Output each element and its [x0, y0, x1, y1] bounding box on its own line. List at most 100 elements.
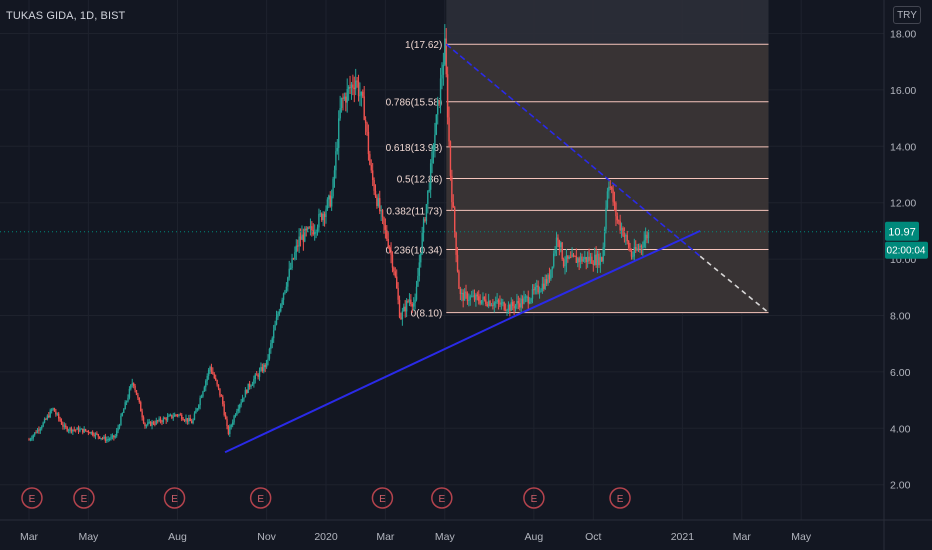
earnings-marker-label: E — [171, 494, 178, 505]
candle-body — [390, 250, 392, 255]
candle-body — [545, 279, 548, 284]
y-tick-label: 8.00 — [890, 311, 911, 323]
candle-body — [84, 429, 87, 431]
candle-body — [534, 286, 537, 291]
candlestick-series — [28, 24, 650, 443]
candle-body — [93, 434, 95, 437]
candle-body — [397, 288, 399, 300]
candle-body — [404, 306, 406, 312]
candle-body — [229, 426, 231, 435]
candle-body — [209, 366, 211, 370]
y-tick-label: 4.00 — [890, 423, 911, 435]
fibonacci-retracement[interactable]: 1(17.62) 0.786(15.58) 0.618(13.98) 0.5(12.8… — [386, 0, 769, 320]
candle-body — [70, 427, 73, 432]
candle-body — [633, 247, 636, 257]
candle-body — [499, 302, 501, 305]
candle-body — [394, 271, 396, 277]
candle-body — [511, 302, 514, 307]
candle-body — [618, 220, 620, 222]
candle-body — [66, 427, 68, 431]
candle-body — [538, 291, 541, 293]
candle-body — [388, 246, 391, 251]
candle-body — [241, 398, 244, 403]
candle-body — [49, 410, 51, 418]
candle-body — [442, 64, 445, 75]
candle-body — [79, 429, 81, 432]
candle-body — [567, 255, 569, 259]
candle-body — [490, 305, 493, 307]
earnings-marker-circle — [163, 487, 186, 509]
candle-body — [199, 397, 201, 406]
candle-body — [65, 425, 67, 428]
candle-body — [533, 289, 535, 291]
candle-body — [438, 100, 440, 104]
candle-body — [90, 431, 92, 434]
candle-body — [41, 426, 43, 429]
trendlines[interactable] — [224, 43, 770, 454]
candle-body — [463, 291, 466, 301]
candle-body — [596, 253, 599, 266]
candle-body — [280, 304, 282, 312]
candle-body — [298, 236, 300, 247]
candle-body — [434, 134, 436, 151]
candle-body — [186, 418, 189, 422]
candle-body — [132, 383, 135, 386]
candle-body — [420, 253, 422, 263]
candle-body — [258, 370, 261, 377]
candle-body — [586, 256, 589, 263]
candle-body — [422, 219, 425, 233]
candle-body — [421, 232, 423, 254]
candle-body — [475, 294, 477, 300]
candle-body — [111, 435, 114, 437]
candle-body — [309, 226, 312, 228]
candle-body — [352, 84, 354, 88]
candle-body — [346, 89, 348, 103]
candle-body — [568, 256, 570, 259]
candle-body — [565, 255, 568, 265]
candle-body — [306, 227, 309, 231]
candle-body — [272, 330, 275, 339]
candle-body — [485, 299, 487, 305]
candle-body — [227, 426, 230, 435]
candle-body — [277, 314, 279, 318]
candle-body — [284, 290, 286, 294]
candle-body — [100, 438, 102, 440]
candle-body — [28, 439, 30, 441]
candle-body — [379, 198, 381, 212]
candle-body — [188, 418, 190, 422]
candle-body — [234, 414, 237, 417]
currency-button[interactable]: TRY — [893, 6, 921, 24]
earnings-marker-label: E — [81, 494, 88, 505]
candle-body — [142, 417, 145, 424]
candle-body — [73, 429, 75, 431]
candle-body — [220, 395, 223, 397]
candle-body — [380, 210, 382, 212]
candle-body — [152, 422, 155, 424]
candle-body — [585, 257, 587, 263]
candle-body — [458, 271, 460, 289]
trendline — [445, 43, 701, 257]
candle-body — [35, 432, 37, 434]
candle-body — [69, 427, 71, 431]
candle-body — [480, 300, 483, 304]
candle-body — [77, 427, 80, 432]
candle-body — [424, 219, 426, 222]
candle-body — [127, 397, 129, 402]
candle-body — [202, 391, 204, 397]
candle-body — [561, 242, 563, 260]
candle-body — [161, 421, 163, 423]
candle-body — [591, 256, 593, 264]
candle-body — [400, 317, 402, 320]
candle-body — [162, 418, 165, 423]
x-tick-label: Nov — [257, 531, 276, 543]
candle-body — [622, 227, 624, 236]
candle-body — [509, 304, 511, 311]
candle-body — [52, 408, 54, 410]
x-tick-label: Mar — [376, 531, 395, 543]
candle-body — [603, 229, 606, 248]
candle-body — [569, 256, 572, 258]
candle-body — [359, 95, 361, 97]
candle-body — [435, 114, 438, 135]
